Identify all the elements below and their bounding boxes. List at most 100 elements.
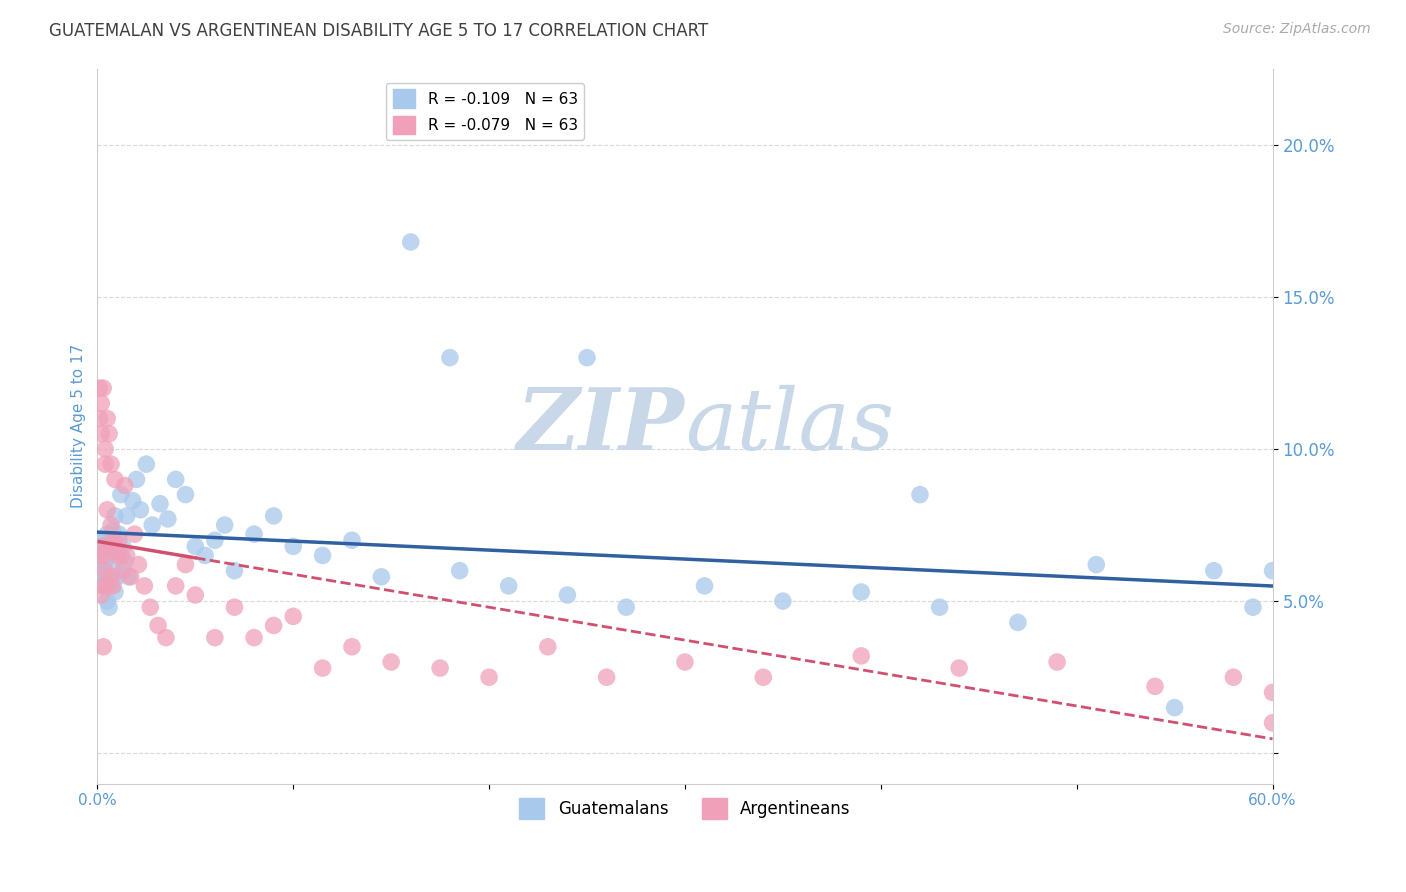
Point (114, 478, 136, 492)
Point (224, 564, 246, 578)
Point (243, 631, 266, 645)
Point (673, 655, 696, 669)
Point (311, 661, 333, 675)
Point (165, 579, 187, 593)
Point (94, 457, 117, 471)
Point (89, 549, 111, 563)
Point (184, 588, 207, 602)
Point (141, 518, 163, 533)
Point (557, 588, 579, 602)
Point (124, 527, 146, 541)
Point (105, 549, 128, 563)
Point (693, 579, 716, 593)
Point (576, 351, 599, 365)
Point (478, 670, 501, 684)
Point (283, 609, 305, 624)
Point (1222, 670, 1244, 684)
Point (614, 600, 637, 615)
Point (90, 396, 112, 410)
Point (111, 564, 134, 578)
Point (100, 579, 122, 593)
Point (96, 503, 118, 517)
Text: GUATEMALAN VS ARGENTINEAN DISABILITY AGE 5 TO 17 CORRELATION CHART: GUATEMALAN VS ARGENTINEAN DISABILITY AGE… (49, 22, 709, 40)
Point (108, 527, 131, 541)
Point (101, 524, 124, 538)
Point (134, 579, 156, 593)
Point (380, 655, 402, 669)
Point (104, 585, 127, 599)
Point (340, 533, 363, 548)
Point (851, 648, 873, 663)
Point (908, 487, 931, 501)
Point (224, 600, 246, 615)
Point (108, 533, 131, 548)
Point (91, 579, 114, 593)
Point (125, 472, 148, 486)
Point (94, 555, 117, 569)
Point (91, 381, 114, 395)
Point (1261, 564, 1284, 578)
Point (110, 487, 132, 501)
Point (91, 640, 114, 654)
Point (100, 457, 122, 471)
Point (174, 558, 197, 572)
Point (104, 472, 127, 486)
Point (98, 600, 121, 615)
Point (96, 579, 118, 593)
Point (1261, 685, 1284, 699)
Point (752, 670, 775, 684)
Point (243, 527, 266, 541)
Point (89, 549, 111, 563)
Point (204, 533, 226, 548)
Point (96, 594, 118, 608)
Point (429, 661, 451, 675)
Point (184, 539, 207, 553)
Point (105, 570, 128, 584)
Point (146, 618, 169, 632)
Point (1163, 700, 1185, 714)
Point (772, 594, 794, 608)
Point (1143, 679, 1166, 693)
Point (115, 508, 138, 523)
Point (121, 493, 143, 508)
Point (90, 539, 112, 553)
Point (104, 539, 127, 553)
Point (94, 564, 117, 578)
Point (96, 527, 118, 541)
Point (155, 631, 177, 645)
Point (928, 600, 950, 615)
Point (94, 570, 117, 584)
Text: atlas: atlas (685, 384, 894, 467)
Point (1046, 655, 1069, 669)
Point (948, 661, 970, 675)
Point (263, 508, 285, 523)
Point (283, 539, 305, 553)
Point (214, 518, 236, 533)
Point (399, 235, 422, 249)
Point (194, 549, 217, 563)
Point (100, 533, 122, 548)
Point (104, 508, 127, 523)
Point (111, 539, 134, 553)
Point (1007, 615, 1029, 630)
Point (129, 503, 152, 517)
Point (311, 549, 333, 563)
Point (139, 600, 162, 615)
Point (370, 570, 392, 584)
Y-axis label: Disability Age 5 to 17: Disability Age 5 to 17 (72, 344, 86, 508)
Point (149, 497, 172, 511)
Point (90, 588, 112, 602)
Point (101, 533, 124, 548)
Point (115, 549, 138, 563)
Point (1085, 558, 1108, 572)
Point (90, 426, 112, 441)
Point (204, 631, 226, 645)
Point (449, 564, 471, 578)
Point (263, 618, 285, 632)
Text: ZIP: ZIP (517, 384, 685, 468)
Point (105, 545, 128, 559)
Point (537, 640, 560, 654)
Point (98, 539, 121, 553)
Point (595, 670, 617, 684)
Point (91, 549, 114, 563)
